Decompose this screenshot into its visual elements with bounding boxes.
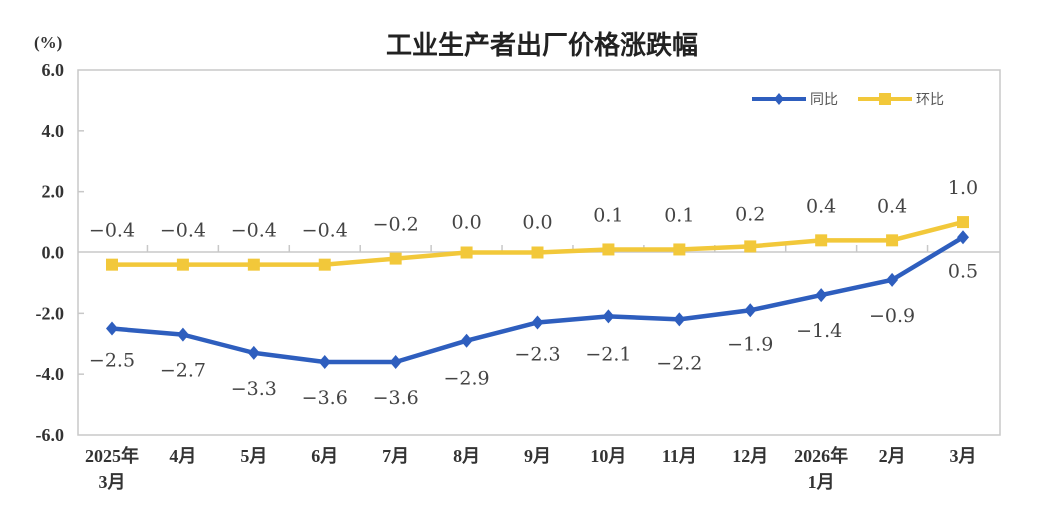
- data-label: 1.0: [948, 177, 978, 199]
- y-tick-label: -6.0: [36, 425, 65, 445]
- data-point-diamond: [673, 312, 686, 327]
- x-tick-label: 4月: [169, 446, 196, 466]
- y-tick-label: -2.0: [36, 303, 65, 323]
- data-point-square: [673, 243, 686, 256]
- legend-diamond-icon: [774, 93, 784, 105]
- x-tick-label: 2月: [879, 446, 906, 466]
- data-label: 0.4: [806, 195, 836, 217]
- x-axis-ticks: 2025年 3月 4月 5月 6月 7月 8月 9月 10月 11月 12月 2026年 1月 2月 3月: [85, 245, 977, 492]
- data-point-square: [318, 258, 331, 271]
- data-label: −2.7: [160, 360, 206, 382]
- x-tick-label: 11月: [662, 446, 697, 466]
- data-point-square: [389, 252, 402, 265]
- x-tick-label: 8月: [453, 446, 480, 466]
- data-point-square: [531, 246, 544, 259]
- data-label: −3.6: [302, 387, 348, 409]
- legend-label: 同比: [810, 92, 838, 108]
- data-point-square: [886, 234, 899, 247]
- data-label: 0.1: [664, 204, 694, 226]
- data-point-diamond: [106, 321, 118, 336]
- data-label: −2.2: [656, 352, 702, 374]
- data-point-diamond: [957, 230, 969, 245]
- data-label: 0.4: [877, 195, 907, 217]
- data-point-diamond: [318, 355, 331, 369]
- y-tick-label: -4.0: [36, 364, 65, 384]
- data-label: 0.0: [451, 212, 481, 234]
- data-point-square: [744, 240, 757, 253]
- data-point-diamond: [744, 303, 757, 318]
- data-point-square: [957, 216, 969, 229]
- data-point-diamond: [815, 288, 828, 303]
- data-point-square: [176, 258, 189, 271]
- x-tick-label: 12月: [732, 446, 768, 466]
- data-point-diamond: [602, 309, 615, 324]
- x-tick-label: 10月: [590, 446, 626, 466]
- x-tick-label: 2025年 3月: [85, 445, 139, 492]
- data-label: 0.5: [948, 260, 978, 282]
- data-label: 0.1: [593, 204, 623, 226]
- data-label: −2.1: [585, 343, 631, 365]
- data-label: −1.4: [796, 320, 842, 342]
- data-point-square: [247, 258, 260, 271]
- y-tick-label: 0.0: [42, 243, 65, 263]
- x-tick-label: 9月: [524, 446, 551, 466]
- y-axis-unit: (%): [34, 33, 62, 52]
- x-tick-label: 7月: [382, 446, 409, 466]
- series-layer: −2.5 −2.7 −3.3 −3.6 −3.6 −2.9 −2.3 −2.1 −2.2 −1.9…: [89, 177, 978, 409]
- data-label: 0.2: [735, 203, 765, 225]
- x-tick-label: 6月: [311, 446, 338, 466]
- data-label: −2.9: [444, 368, 490, 390]
- x-tick-label: 2026年 1月: [794, 445, 848, 492]
- data-label: −3.3: [231, 378, 277, 400]
- data-point-diamond: [247, 345, 260, 360]
- data-label: −0.2: [373, 214, 419, 236]
- legend-square-icon: [879, 93, 891, 105]
- data-label: 0.0: [522, 212, 552, 234]
- data-point-diamond: [389, 355, 402, 369]
- data-point-diamond: [176, 327, 189, 342]
- data-point-diamond: [531, 315, 544, 330]
- data-point-square: [815, 234, 828, 247]
- data-point-square: [106, 258, 118, 271]
- data-point-square: [460, 246, 473, 259]
- data-label: −2.3: [514, 343, 560, 365]
- legend: 同比 环比: [752, 92, 944, 108]
- data-point-diamond: [886, 272, 899, 287]
- y-axis-ticks: 6.0 4.0 2.0 0.0 -2.0 -4.0 -6.0: [36, 60, 84, 445]
- data-label: −0.4: [160, 220, 206, 242]
- data-label: −3.6: [373, 387, 419, 409]
- data-label: −0.4: [89, 220, 135, 242]
- legend-label: 环比: [916, 92, 944, 108]
- x-tick-label: 3月: [950, 446, 977, 466]
- chart-title: 工业生产者出厂价格涨跌幅: [386, 30, 698, 61]
- data-label: −2.5: [89, 350, 135, 372]
- data-label: −0.9: [869, 305, 915, 327]
- data-point-diamond: [460, 333, 473, 348]
- data-label: −0.4: [231, 220, 277, 242]
- data-label: −1.9: [727, 333, 773, 355]
- data-point-square: [602, 243, 615, 256]
- y-tick-label: 4.0: [42, 121, 65, 141]
- data-label: −0.4: [302, 220, 348, 242]
- y-tick-label: 6.0: [42, 60, 65, 80]
- y-tick-label: 2.0: [42, 182, 65, 202]
- x-tick-label: 5月: [240, 446, 267, 466]
